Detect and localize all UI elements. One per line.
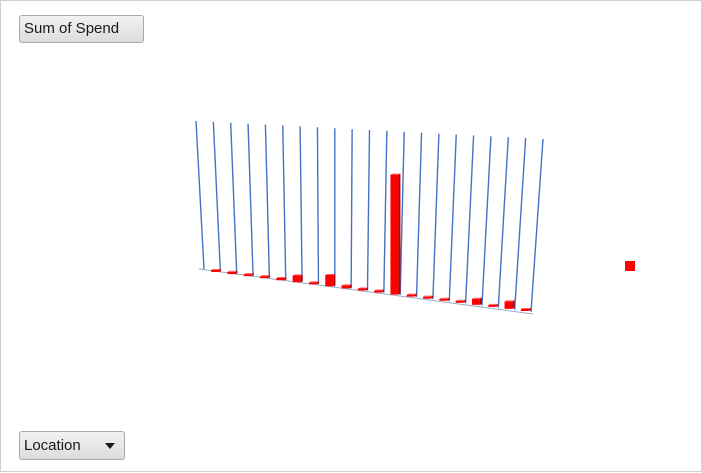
bar-top (488, 303, 499, 305)
gridline (247, 123, 254, 276)
floor-line (198, 268, 534, 315)
bar-top (406, 293, 417, 295)
axis-field-label: Location (24, 437, 81, 454)
bar-top (520, 307, 531, 309)
bar-side (398, 173, 401, 295)
bar-top (227, 270, 238, 272)
bar-side (512, 300, 515, 309)
gridline (415, 132, 423, 297)
value-field-button[interactable]: Sum of Spend (19, 15, 144, 43)
bar-top (211, 269, 222, 271)
bar-top (374, 289, 385, 291)
bar (260, 276, 269, 279)
gridline (366, 129, 371, 291)
gridline (481, 136, 492, 306)
bar-top (439, 297, 450, 299)
bar-top (260, 275, 271, 277)
gridline (464, 135, 475, 304)
bar-top (504, 300, 515, 302)
bar-top (423, 295, 434, 297)
bar (227, 271, 236, 275)
bar (439, 298, 448, 301)
gridline (195, 120, 205, 270)
gridline (282, 125, 287, 280)
gridline (513, 138, 527, 310)
bar-top (308, 281, 319, 283)
bar-top (341, 284, 352, 286)
bar (504, 301, 513, 309)
bar-top (455, 299, 466, 301)
bar (325, 274, 334, 287)
gridline (432, 133, 440, 300)
gridline (299, 126, 303, 282)
bar-top (325, 273, 336, 275)
bar (243, 274, 252, 277)
bar (357, 288, 366, 291)
bar (374, 290, 383, 293)
bar-top (471, 297, 482, 299)
gridline (230, 122, 238, 274)
axis-field-dropdown[interactable]: Location (19, 431, 125, 460)
bar-side (479, 297, 482, 305)
bar-top (276, 276, 287, 278)
gridline (316, 127, 320, 285)
gridline (399, 131, 405, 295)
bar-side (333, 273, 336, 287)
bar (423, 296, 432, 299)
bar (488, 304, 497, 307)
value-field-label: Sum of Spend (24, 20, 120, 37)
gridline (350, 129, 353, 289)
bar (390, 174, 399, 295)
gridline (448, 134, 457, 302)
bar (276, 277, 285, 281)
bar-top (292, 274, 303, 276)
gridline (497, 137, 509, 308)
bar-side (349, 284, 352, 289)
bar (211, 270, 220, 273)
bar (308, 282, 317, 285)
gridline (264, 124, 271, 278)
bar-side (235, 270, 238, 275)
gridline (212, 121, 222, 272)
bar (455, 300, 464, 303)
gridline (383, 130, 388, 293)
bar-top (357, 287, 368, 289)
gridline (530, 138, 544, 313)
bar-side (284, 276, 287, 281)
dropdown-caret-icon (105, 443, 115, 449)
bar-top (390, 173, 401, 175)
bar (292, 275, 301, 283)
bar (341, 285, 350, 289)
bar-side (300, 274, 303, 283)
legend-swatch (625, 261, 635, 271)
bar (406, 294, 415, 297)
bar (471, 298, 480, 305)
bar (520, 308, 529, 311)
bar-top (243, 273, 254, 275)
